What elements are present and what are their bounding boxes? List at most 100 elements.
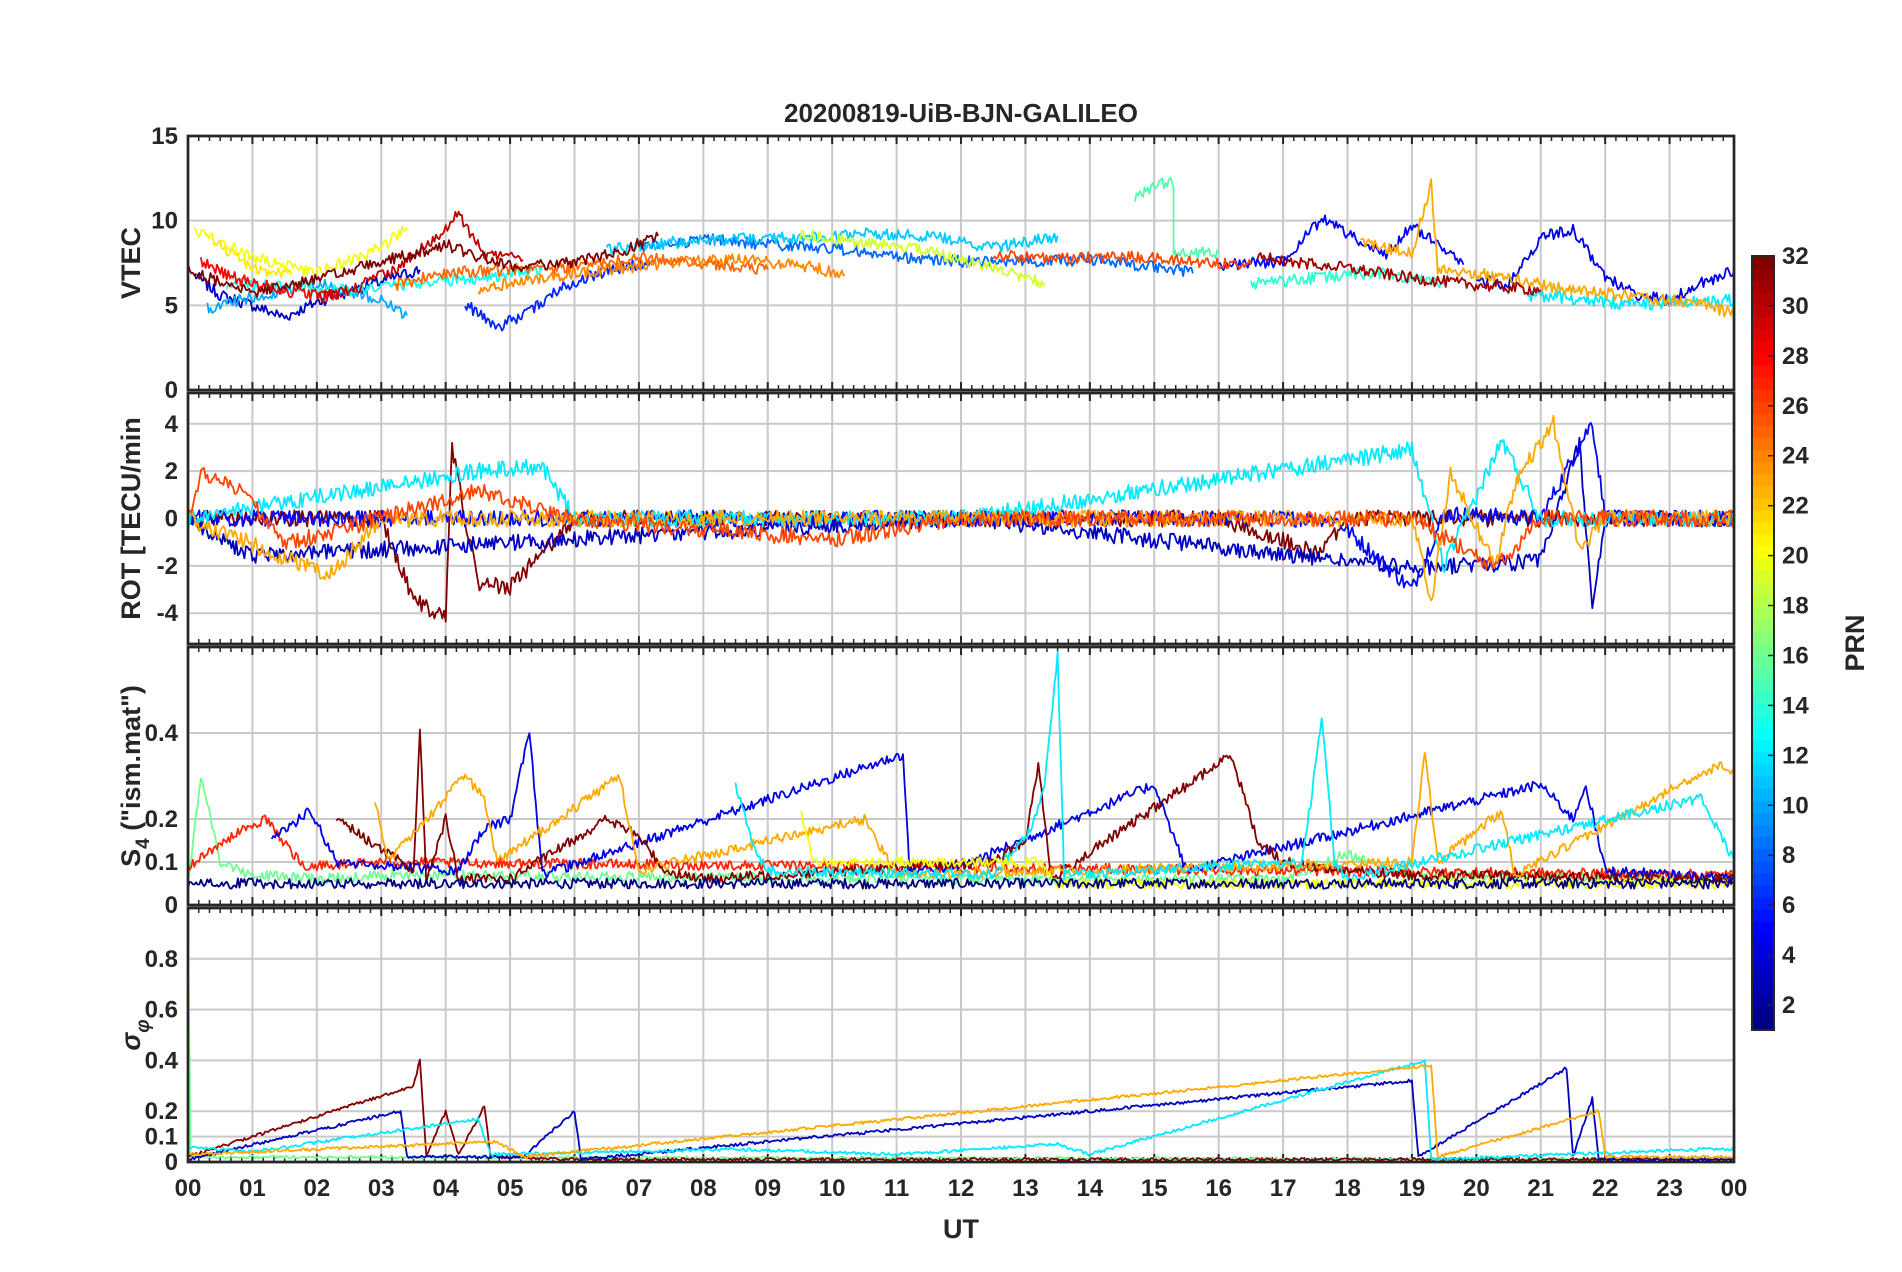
colorbar-tick-label: 12 [1782, 742, 1809, 769]
series-group [188, 176, 1734, 332]
colorbar-swatch [1752, 933, 1774, 946]
colorbar-swatch [1752, 497, 1774, 511]
y-tick-label: 0 [165, 506, 178, 533]
axes-frame [186, 391, 1736, 646]
colorbar-label: PRN [1840, 614, 1870, 671]
colorbar-tick-label: 20 [1782, 543, 1809, 570]
colorbar-tick-label: 22 [1782, 493, 1809, 520]
y-tick-label: 15 [151, 123, 178, 150]
x-tick-label: 06 [561, 1175, 588, 1202]
colorbar-swatch [1752, 449, 1774, 463]
colorbar-swatch [1752, 703, 1774, 717]
colorbar-swatch [1752, 534, 1774, 547]
colorbar-swatch [1752, 364, 1774, 378]
x-tick-label: 01 [239, 1175, 266, 1202]
y-tick-label: 4 [165, 411, 179, 438]
y-tick-label: -4 [157, 600, 179, 627]
colorbar-swatch [1752, 316, 1774, 330]
colorbar-swatch [1752, 1017, 1774, 1031]
y-axis-label: σφ [116, 1019, 154, 1050]
x-tick-label: 15 [1141, 1175, 1168, 1202]
series-line-prn-13 [225, 264, 544, 297]
colorbar-swatch [1752, 727, 1774, 741]
series-line-prn-25 [393, 251, 769, 292]
x-tick-label: 07 [626, 1175, 653, 1202]
colorbar-swatch [1752, 993, 1774, 1007]
y-tick-label: 0.2 [145, 806, 178, 833]
colorbar-swatch [1752, 715, 1774, 729]
colorbar-swatch [1752, 558, 1774, 572]
colorbar-swatch [1752, 909, 1774, 922]
x-tick-label: 02 [303, 1175, 330, 1202]
colorbar-swatch [1752, 461, 1774, 475]
series-line-prn-32 [335, 728, 1734, 885]
y-tick-label: 0 [165, 377, 178, 404]
series-line-prn-12 [1527, 290, 1734, 311]
y-axis-label: S4 ("ism.mat") [116, 685, 154, 867]
x-tick-label: 23 [1656, 1175, 1683, 1202]
colorbar-swatch [1752, 667, 1774, 680]
series-line-prn-15 [1134, 176, 1220, 260]
colorbar-swatch [1752, 304, 1774, 318]
x-tick-label: 17 [1270, 1175, 1297, 1202]
colorbar-swatch [1752, 509, 1774, 523]
x-tick-label: 05 [497, 1175, 524, 1202]
series-line-prn-31 [1256, 252, 1542, 296]
colorbar-tick-label: 18 [1782, 593, 1809, 620]
series-line-prn-26 [188, 467, 1734, 571]
x-tick-label: 00 [1721, 1175, 1748, 1202]
series-line-prn-3 [193, 266, 421, 321]
y-tick-label: 5 [165, 292, 178, 319]
colorbar-swatch [1752, 836, 1774, 850]
colorbar-swatch [1752, 860, 1774, 874]
colorbar-swatch [1752, 570, 1774, 584]
series-line-prn-23 [373, 752, 1734, 880]
series-line-prn-8 [638, 233, 1194, 278]
colorbar-swatch [1752, 800, 1774, 813]
x-tick-label: 14 [1076, 1175, 1103, 1202]
colorbar-swatch [1752, 630, 1774, 644]
panel-sigma_phi: 00.10.2 0.4 0.6 0.8 σφ 00 01 02 03 04 05 06 07 08 09 10… [116, 906, 1748, 1244]
axes-frame [186, 645, 1736, 907]
panel-rot: -4 -2 0 2 4 ROT [TECU/min [116, 391, 1736, 646]
series-group [188, 414, 1734, 623]
colorbar-tick-label: 28 [1782, 343, 1809, 370]
colorbar-frame [1751, 255, 1775, 1031]
colorbar-swatch [1752, 256, 1774, 269]
y-tick-label: 0.8 [145, 946, 178, 973]
colorbar-swatch [1752, 896, 1774, 910]
colorbar-tick-label: 4 [1782, 942, 1796, 969]
series-line-prn-28 [200, 257, 344, 302]
colorbar-swatch [1752, 957, 1774, 971]
series-line-prn-19 [799, 229, 1046, 288]
series-line-prn-3 [188, 1066, 1734, 1162]
x-tick-label: 09 [754, 1175, 781, 1202]
colorbar-swatch [1752, 437, 1774, 451]
colorbar-tick-label: 2 [1782, 992, 1795, 1019]
y-tick-label: 0.1 [145, 849, 178, 876]
colorbar-swatch [1752, 606, 1774, 620]
colorbar-swatch [1752, 751, 1774, 765]
colorbar-swatch [1752, 546, 1774, 559]
series-group [188, 916, 1734, 1162]
y-tick-label: 0 [165, 1149, 178, 1176]
x-tick-label: 21 [1527, 1175, 1554, 1202]
colorbar-swatch [1752, 848, 1774, 862]
series-line-prn-5 [1218, 214, 1465, 271]
colorbar-swatch [1752, 981, 1774, 995]
colorbar-tick-label: 8 [1782, 842, 1795, 869]
colorbar-swatch [1752, 425, 1774, 439]
colorbar-swatch [1752, 945, 1774, 959]
colorbar-swatch [1752, 485, 1774, 499]
y-tick-label: 0.2 [145, 1098, 178, 1125]
colorbar-swatch [1752, 763, 1774, 777]
x-tick-label: 04 [432, 1175, 459, 1202]
x-tick-label: 08 [690, 1175, 717, 1202]
series-line-prn-1 [188, 877, 1734, 890]
colorbar-swatch [1752, 679, 1774, 692]
x-tick-label: 03 [368, 1175, 395, 1202]
y-tick-label: 0 [165, 892, 178, 919]
colorbar-swatch [1752, 389, 1774, 402]
colorbar-swatch [1752, 643, 1774, 656]
